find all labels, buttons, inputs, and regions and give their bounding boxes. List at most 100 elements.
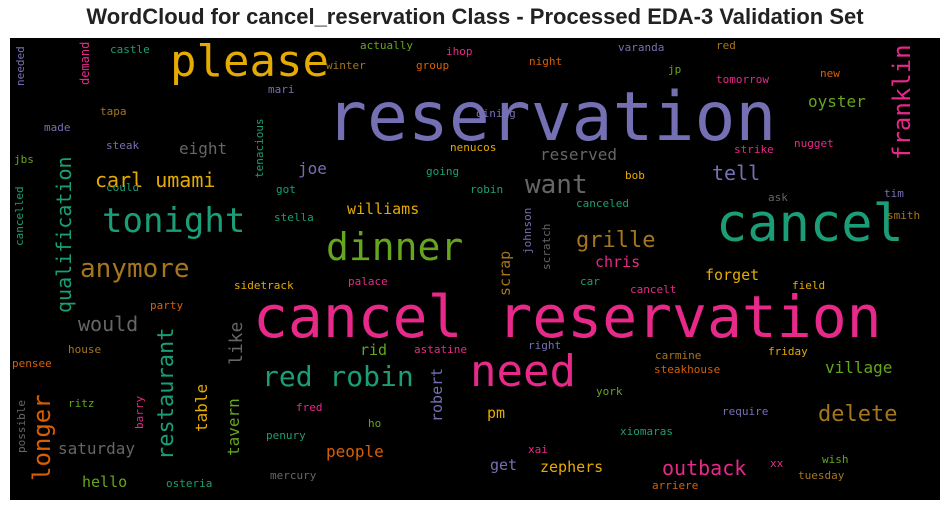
word-arriere: arriere [652, 479, 699, 492]
word-chris: chris [595, 253, 641, 271]
word-mari: mari [268, 83, 295, 96]
word-stella: stella [274, 211, 314, 224]
word-dining: dining [476, 107, 516, 120]
word-jbs: jbs [14, 153, 34, 166]
word-party: party [150, 299, 184, 312]
word-zephers: zephers [540, 458, 604, 476]
word-ritz: ritz [68, 397, 95, 410]
word-like: like [226, 321, 247, 365]
word-pensee: pensee [12, 357, 52, 370]
word-group: group [416, 59, 450, 72]
word-ihop: ihop [446, 45, 473, 58]
word-night: night [529, 55, 563, 68]
word-smith: smith [887, 209, 921, 222]
word-nenucos: nenucos [450, 141, 497, 154]
word-could: could [106, 181, 140, 194]
word-needed: needed [14, 46, 27, 86]
word-carmine: carmine [655, 349, 702, 362]
word-xx: xx [770, 457, 784, 470]
word-want: want [525, 170, 588, 200]
word-tapa: tapa [100, 105, 127, 118]
word-red-robin: red robin [262, 360, 414, 393]
word-restaurant: restaurant [154, 327, 179, 460]
word-eight: eight [179, 139, 228, 158]
word-york: york [596, 385, 623, 398]
word-field: field [792, 279, 826, 292]
word-sidetrack: sidetrack [234, 279, 294, 292]
word-fred: fred [296, 401, 323, 414]
word-ask: ask [768, 191, 788, 204]
word-robert: robert [428, 367, 446, 422]
word-scratch: scratch [540, 223, 553, 270]
word-anymore: anymore [80, 254, 190, 284]
word-nugget: nugget [794, 137, 834, 150]
word-winter: winter [326, 59, 366, 72]
word-got: got [276, 183, 296, 196]
word-grille: grille [576, 228, 656, 253]
word-steak: steak [106, 139, 140, 152]
word-penury: penury [266, 429, 306, 442]
word-johnson: johnson [521, 207, 534, 254]
word-demand: demand [78, 41, 92, 85]
word-going: going [426, 165, 460, 178]
word-williams: williams [347, 200, 420, 218]
word-forget: forget [705, 266, 760, 284]
word-tenacious: tenacious [253, 118, 266, 178]
word-astatine: astatine [414, 343, 467, 356]
word-cancel-reservation: cancel reservation [253, 283, 882, 351]
word-pm: pm [487, 404, 506, 422]
word-dinner: dinner [326, 225, 464, 269]
chart-title: WordCloud for cancel_reservation Class -… [86, 4, 864, 29]
word-scrap: scrap [496, 250, 514, 296]
word-rid: rid [360, 341, 388, 359]
word-house: house [68, 343, 102, 356]
word-would: would [78, 312, 139, 336]
word-table: table [192, 383, 211, 432]
word-xiomaras: xiomaras [620, 425, 673, 438]
word-new: new [820, 67, 840, 80]
word-saturday: saturday [58, 439, 136, 458]
word-xai: xai [528, 443, 548, 456]
word-reservation: reservation [326, 78, 777, 157]
word-friday: friday [768, 345, 808, 358]
word-tuesday: tuesday [798, 469, 845, 482]
word-get: get [490, 456, 518, 474]
word-village: village [825, 358, 893, 377]
word-reserved: reserved [540, 145, 618, 164]
word-joe: joe [298, 159, 327, 178]
word-tim: tim [884, 187, 904, 200]
word-tell: tell [712, 161, 761, 185]
word-require: require [722, 405, 769, 418]
word-ho: ho [368, 417, 382, 430]
word-made: made [44, 121, 71, 134]
word-cancelt: cancelt [630, 283, 677, 296]
word-people: people [326, 442, 384, 461]
word-bob: bob [625, 169, 645, 182]
word-possible: possible [15, 400, 28, 453]
word-delete: delete [818, 402, 898, 427]
word-red: red [716, 39, 736, 52]
word-robin: robin [470, 183, 504, 196]
word-franklin: franklin [888, 44, 916, 160]
word-hello: hello [82, 473, 128, 491]
word-mercury: mercury [270, 469, 317, 482]
word-jp: jp [668, 63, 682, 76]
word-palace: palace [348, 275, 388, 288]
word-car: car [580, 275, 600, 288]
word-canceled: canceled [576, 197, 629, 210]
word-cancel: cancel [716, 194, 904, 254]
word-barry: barry [133, 395, 146, 429]
word-varanda: varanda [618, 41, 665, 54]
word-tonight: tonight [102, 201, 246, 241]
word-outback: outback [662, 456, 747, 480]
word-please: please [170, 38, 329, 87]
word-wish: wish [822, 453, 849, 466]
word-carl-umami: carl umami [95, 168, 216, 192]
word-actually: actually [360, 39, 413, 52]
word-cancelled: cancelled [13, 186, 26, 246]
word-cloud: cancel reservation reservation cancel pleas… [10, 38, 940, 500]
word-longer: longer [28, 394, 56, 481]
word-steakhouse: steakhouse [654, 363, 721, 376]
word-strike: strike [734, 143, 774, 156]
word-osteria: osteria [166, 477, 213, 490]
